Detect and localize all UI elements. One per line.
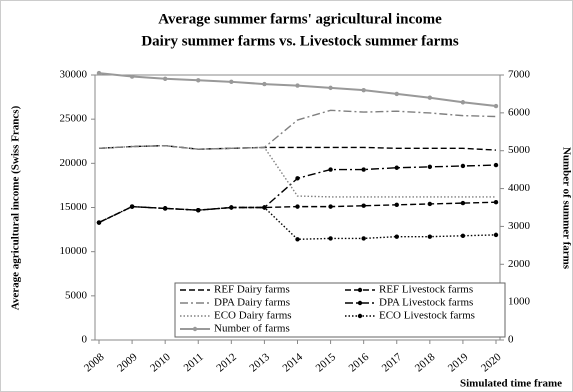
series-marker [129, 74, 135, 79]
legend-box [174, 282, 506, 338]
chart-subtitle: Dairy summer farms vs. Livestock summer … [141, 33, 458, 49]
series-marker [394, 202, 399, 208]
legend-label: DPA Dairy farms [214, 297, 290, 309]
y2-tick-label: 2000 [508, 258, 531, 270]
series-marker [460, 233, 466, 238]
legend-label: REF Dairy farms [214, 284, 290, 296]
y-tick-label: 30000 [60, 69, 88, 81]
series-marker [328, 236, 333, 241]
series-marker [295, 237, 300, 242]
y2-tick-label: 5000 [508, 144, 531, 156]
legend-label: ECO Dairy farms [214, 310, 292, 322]
series-marker [229, 79, 234, 85]
legend-marker [357, 313, 363, 319]
series-marker [96, 220, 102, 225]
series-marker [262, 205, 267, 210]
series-line [98, 109, 497, 150]
legend-marker [357, 287, 363, 293]
legend-label: REF Livestock farms [379, 284, 473, 296]
series-marker [295, 83, 300, 88]
y-tick-label: 20000 [60, 157, 88, 169]
series-marker [493, 103, 499, 109]
series-marker [162, 206, 168, 211]
series-marker [460, 100, 466, 105]
y-axis-title: Average agricultural income (Swiss Franc… [10, 105, 22, 310]
series-marker [427, 164, 433, 170]
y2-tick-label: 1000 [508, 296, 531, 308]
series-marker [328, 85, 333, 91]
series-marker [493, 162, 499, 168]
y2-tick-label: 0 [508, 334, 514, 346]
series-marker [427, 95, 433, 100]
series-marker [394, 165, 399, 170]
series-marker [394, 234, 399, 239]
series-marker [295, 176, 300, 181]
x-axis-title: Simulated time frame [460, 378, 562, 390]
series-marker [196, 78, 201, 83]
series-marker [460, 200, 466, 206]
y-tick-label: 0 [82, 334, 88, 346]
legend-label: DPA Livestock farms [379, 297, 473, 309]
series-marker [361, 167, 366, 172]
y2-tick-label: 7000 [508, 69, 531, 81]
y2-axis-title: Number of summer farms [560, 147, 572, 270]
legend-marker [192, 326, 198, 332]
series-marker [295, 204, 300, 209]
y2-tick-label: 4000 [508, 182, 531, 194]
series-marker [361, 87, 366, 93]
series-marker [262, 81, 267, 87]
series-marker [162, 76, 168, 81]
series-marker [196, 207, 201, 213]
y-tick-label: 15000 [60, 201, 88, 213]
series-marker [129, 204, 135, 209]
series-marker [427, 201, 433, 207]
series-marker [394, 91, 399, 97]
y2-tick-label: 6000 [508, 106, 531, 118]
series-marker [460, 163, 466, 169]
series-marker [96, 70, 102, 76]
y-tick-label: 5000 [65, 289, 88, 301]
series-marker [361, 236, 366, 241]
series-marker [328, 167, 333, 172]
series-marker [493, 232, 499, 238]
y-tick-label: 10000 [60, 245, 88, 257]
series-marker [427, 234, 433, 239]
series-marker [361, 203, 366, 208]
series-marker [493, 200, 499, 205]
legend-label: Number of farms [214, 323, 290, 335]
legend-marker [357, 300, 363, 306]
series-marker [328, 204, 333, 209]
series-marker [229, 205, 234, 210]
series-line [98, 144, 496, 198]
legend-label: ECO Livestock farms [379, 310, 475, 322]
chart-title: Average summer farms' agricultural incom… [158, 11, 442, 27]
y-tick-label: 25000 [60, 113, 88, 125]
y2-tick-label: 3000 [508, 220, 531, 232]
